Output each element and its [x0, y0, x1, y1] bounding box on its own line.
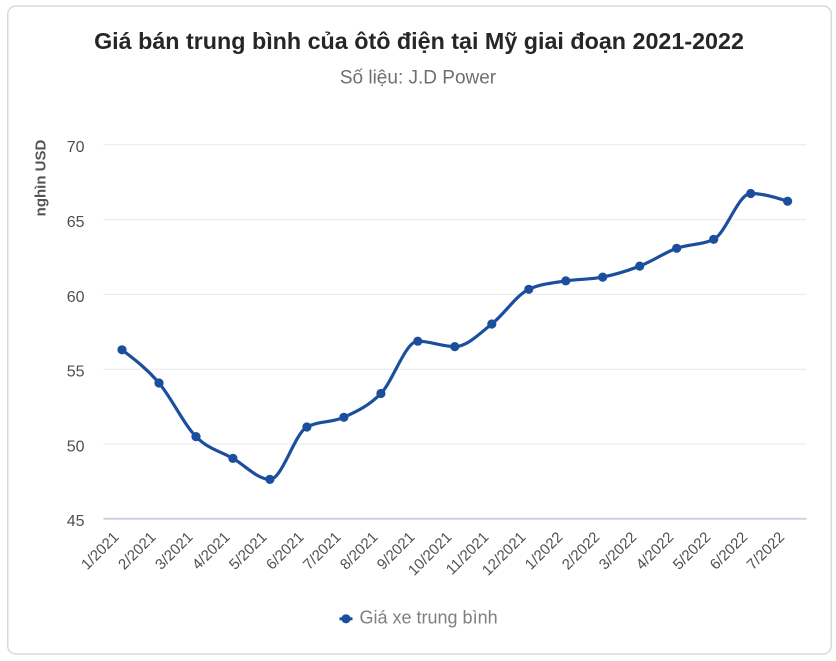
svg-text:45: 45: [67, 513, 85, 530]
svg-text:Giá xe trung bình: Giá xe trung bình: [360, 608, 498, 628]
svg-text:nghìn USD: nghìn USD: [33, 140, 50, 217]
svg-text:55: 55: [67, 364, 85, 381]
svg-text:60: 60: [67, 289, 85, 306]
svg-text:Giá bán trung bình của ôtô điệ: Giá bán trung bình của ôtô điện tại Mỹ g…: [94, 28, 744, 54]
svg-text:50: 50: [67, 438, 85, 455]
svg-text:70: 70: [67, 139, 85, 156]
svg-text:Số liệu: J.D Power: Số liệu: J.D Power: [340, 68, 497, 89]
svg-text:65: 65: [67, 214, 85, 231]
